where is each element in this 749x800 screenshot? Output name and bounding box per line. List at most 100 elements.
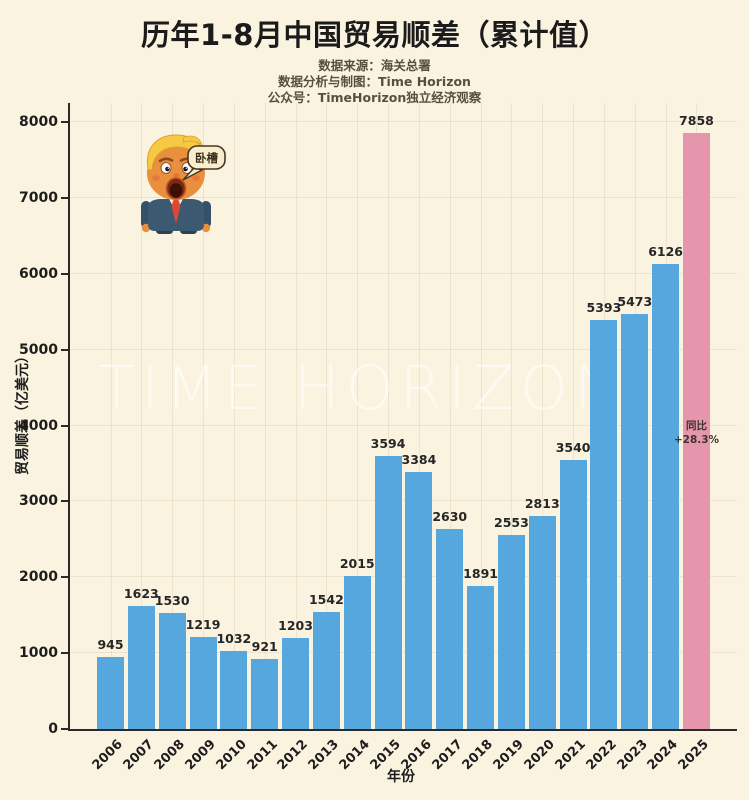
bar-2013 bbox=[312, 612, 340, 729]
sticker-hand-right bbox=[201, 223, 211, 233]
gridline-h-8000 bbox=[70, 121, 737, 122]
bar-2008 bbox=[158, 612, 186, 729]
value-label-2013: 1542 bbox=[308, 592, 344, 608]
bar-2010 bbox=[220, 650, 248, 729]
bar-2019 bbox=[497, 535, 525, 729]
x-tick-label-2007: 2007 bbox=[120, 737, 157, 774]
sticker-eyebrow-left bbox=[158, 157, 174, 163]
bar-2016 bbox=[405, 472, 433, 729]
annotation-yoy-label: 同比 bbox=[685, 420, 707, 432]
bar-2014 bbox=[343, 576, 371, 729]
gridline-h-2000 bbox=[70, 576, 737, 578]
y-tick-label-8000: 8000 bbox=[19, 114, 58, 130]
value-label-2010: 1032 bbox=[216, 630, 252, 646]
gridline-v-2014 bbox=[357, 103, 359, 729]
x-tick-label-2019: 2019 bbox=[490, 737, 528, 774]
speech-bubble bbox=[187, 145, 226, 170]
gridline-v-2021 bbox=[573, 103, 575, 729]
value-label-2019: 2553 bbox=[494, 515, 529, 531]
value-label-2023: 5473 bbox=[617, 293, 653, 309]
sticker-hand-left bbox=[141, 223, 151, 233]
x-tick-label-2024: 2024 bbox=[645, 737, 682, 774]
sticker-nose bbox=[173, 173, 180, 178]
bar-2015 bbox=[374, 456, 402, 729]
bar-2021 bbox=[559, 460, 587, 729]
subtitle-wechat-account: 公众号：TimeHorizon独立经济观察 bbox=[267, 90, 482, 105]
trump-shocked-sticker: 卧槽 bbox=[141, 134, 226, 234]
value-label-2008: 1530 bbox=[154, 592, 190, 608]
bar-2012 bbox=[282, 637, 310, 729]
value-label-2022: 5393 bbox=[586, 299, 622, 315]
x-axis-title: 年份 bbox=[387, 769, 415, 785]
bar-2020 bbox=[528, 515, 556, 729]
gridline-h-5000 bbox=[70, 348, 737, 350]
gridline-v-2017 bbox=[449, 103, 451, 729]
y-tick-mark-1000 bbox=[61, 652, 68, 655]
bar-2025 bbox=[682, 132, 710, 729]
y-tick-label-3000: 3000 bbox=[19, 493, 58, 510]
x-tick-label-2009: 2009 bbox=[182, 737, 219, 774]
bar-2024 bbox=[652, 264, 680, 729]
y-tick-mark-7000 bbox=[61, 196, 68, 199]
bar-2006 bbox=[97, 657, 124, 729]
y-axis-title: 贸易顺差（亿美元） bbox=[15, 349, 31, 475]
x-tick-label-2014: 2014 bbox=[336, 737, 373, 774]
x-tick-label-2023: 2023 bbox=[614, 737, 651, 774]
value-label-2017: 2630 bbox=[432, 509, 468, 525]
sticker-pupil-left bbox=[165, 166, 170, 172]
gridline-v-2016 bbox=[418, 103, 420, 729]
y-tick-mark-8000 bbox=[61, 121, 68, 123]
bar-2009 bbox=[189, 636, 217, 729]
value-label-2020: 2813 bbox=[524, 495, 560, 511]
value-label-2025: 7858 bbox=[679, 112, 714, 128]
x-tick-label-2008: 2008 bbox=[151, 737, 188, 774]
chart-title: 历年1-8月中国贸易顺差（累计值） bbox=[141, 18, 608, 52]
gridline-v-2011 bbox=[264, 103, 266, 729]
value-label-2024: 6126 bbox=[648, 244, 684, 260]
sticker-blush-right bbox=[192, 175, 200, 181]
sticker-blush-left bbox=[152, 175, 160, 181]
sticker-hair-quiff bbox=[182, 135, 203, 147]
y-tick-label-4000: 4000 bbox=[19, 417, 58, 434]
x-tick-label-2018: 2018 bbox=[460, 737, 497, 774]
x-tick-label-2006: 2006 bbox=[89, 737, 127, 774]
x-tick-label-2022: 2022 bbox=[583, 737, 620, 774]
x-tick-label-2017: 2017 bbox=[429, 737, 466, 774]
value-label-2018: 1891 bbox=[463, 565, 498, 581]
gridline-v-2006 bbox=[110, 103, 112, 729]
gridline-v-2007 bbox=[141, 103, 143, 729]
x-tick-label-2025: 2025 bbox=[675, 737, 713, 774]
value-label-2016: 3384 bbox=[401, 452, 437, 468]
x-tick-label-2020: 2020 bbox=[521, 737, 558, 774]
x-tick-label-2021: 2021 bbox=[552, 737, 589, 774]
value-label-2015: 3594 bbox=[370, 436, 406, 452]
y-tick-mark-6000 bbox=[61, 272, 68, 275]
sticker-mouth-inner bbox=[169, 183, 183, 198]
y-tick-label-5000: 5000 bbox=[19, 341, 58, 358]
gridline-v-2012 bbox=[295, 103, 297, 729]
value-label-2021: 3540 bbox=[555, 440, 591, 456]
x-tick-label-2012: 2012 bbox=[274, 737, 312, 774]
bar-2011 bbox=[251, 659, 279, 729]
gridline-v-2013 bbox=[326, 103, 328, 729]
value-label-2006: 945 bbox=[97, 637, 124, 653]
chart-subtitles: 数据来源：海关总署 数据分析与制图：Time Horizon 公众号：TimeH… bbox=[0, 58, 749, 106]
bar-2023 bbox=[621, 313, 649, 729]
gridline-v-2018 bbox=[480, 103, 482, 729]
sticker-eye-highlight-right bbox=[185, 167, 187, 169]
y-tick-mark-4000 bbox=[61, 424, 68, 427]
subtitle-author: 数据分析与制图：Time Horizon bbox=[278, 74, 471, 89]
value-label-2007: 1623 bbox=[123, 585, 159, 601]
gridline-v-2020 bbox=[542, 103, 544, 729]
y-tick-label-2000: 2000 bbox=[19, 569, 58, 586]
bar-2018 bbox=[467, 585, 495, 729]
value-label-2014: 2015 bbox=[339, 556, 375, 572]
gridline-h-7000 bbox=[70, 196, 737, 198]
y-tick-mark-0 bbox=[61, 728, 68, 730]
gridline-h-3000 bbox=[70, 500, 737, 502]
bar-2007 bbox=[127, 605, 155, 729]
y-tick-label-1000: 1000 bbox=[19, 645, 58, 662]
x-tick-label-2010: 2010 bbox=[213, 737, 250, 774]
gridline-v-2009 bbox=[203, 103, 205, 729]
y-tick-mark-5000 bbox=[61, 348, 68, 351]
